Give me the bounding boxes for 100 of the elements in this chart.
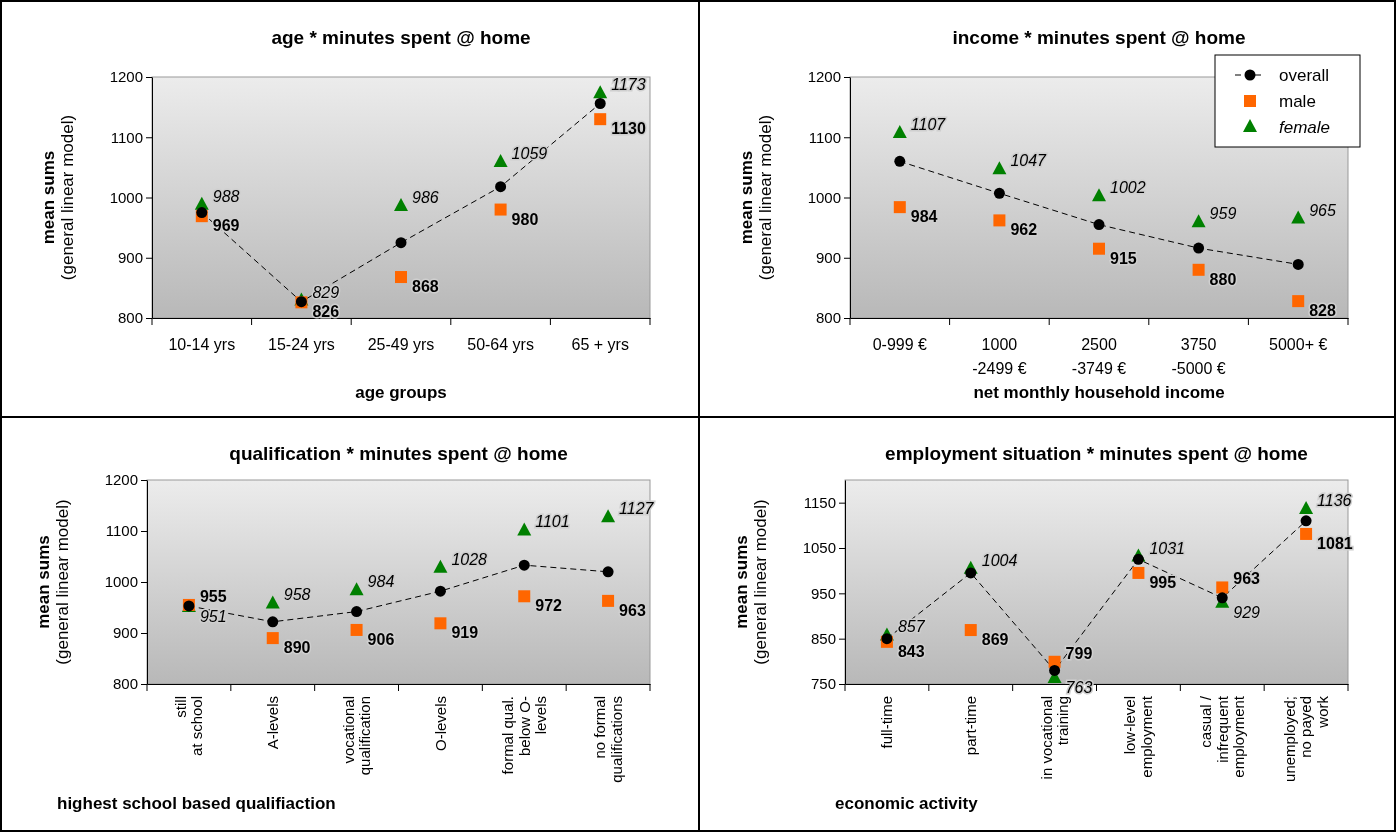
point bbox=[993, 214, 1006, 227]
point bbox=[1093, 242, 1105, 255]
legend-label: male bbox=[1279, 92, 1316, 111]
y-tick-label: 1100 bbox=[110, 128, 143, 146]
y-tick-label: 1100 bbox=[808, 128, 841, 146]
x-tick-label: formal qual. below O- levels bbox=[499, 696, 549, 775]
y-tick-label: 1100 bbox=[105, 522, 138, 540]
data-label: 857 bbox=[897, 618, 926, 636]
x-axis-title: age groups bbox=[355, 383, 447, 402]
y-tick-label: 800 bbox=[112, 675, 138, 693]
data-label: 906 bbox=[367, 630, 395, 648]
point bbox=[518, 559, 530, 571]
data-label: 951 bbox=[199, 607, 227, 625]
point bbox=[1092, 188, 1106, 202]
x-tick-label: 0-999 € bbox=[872, 336, 928, 353]
chart-title: qualification * minutes spent @ home bbox=[229, 443, 568, 464]
legend-label: overall bbox=[1279, 66, 1330, 85]
point bbox=[433, 559, 448, 573]
chart-title: age * minutes spent @ home bbox=[271, 27, 531, 48]
x-tick-label: part-time bbox=[962, 696, 979, 756]
y-axis-title: mean sums bbox=[731, 535, 751, 629]
point bbox=[434, 617, 447, 630]
y-axis-title: mean sums bbox=[38, 150, 58, 245]
chart-title: income * minutes spent @ home bbox=[952, 27, 1246, 48]
point bbox=[893, 201, 906, 214]
x-tick-label: A-levels bbox=[264, 696, 281, 750]
point bbox=[518, 590, 531, 603]
point bbox=[267, 616, 279, 628]
point bbox=[894, 155, 906, 167]
text: (general linear model) bbox=[58, 114, 78, 281]
point bbox=[495, 181, 507, 193]
point bbox=[602, 594, 615, 607]
point bbox=[594, 113, 607, 126]
data-label: 962 bbox=[1010, 221, 1038, 239]
x-tick-label: 15-24 yrs bbox=[268, 336, 335, 353]
point bbox=[1291, 210, 1306, 224]
data-label: 799 bbox=[1065, 644, 1093, 662]
data-label: 1081 bbox=[1317, 534, 1353, 552]
y-tick-label: 1000 bbox=[807, 188, 841, 206]
point bbox=[1292, 295, 1305, 308]
y-tick-label: 1000 bbox=[104, 573, 138, 591]
legend-label: female bbox=[1279, 118, 1331, 137]
x-axis-title: highest school based qualifiaction bbox=[57, 794, 336, 813]
data-label: 1101 bbox=[535, 513, 570, 531]
point bbox=[602, 566, 614, 578]
x-tick-label: unemployed; no payed work bbox=[1280, 695, 1331, 782]
point bbox=[593, 85, 608, 99]
point bbox=[1193, 242, 1205, 254]
point bbox=[992, 161, 1007, 175]
data-label: 988 bbox=[212, 187, 240, 205]
x-tick-label: 65 + yrs bbox=[571, 336, 629, 353]
data-label: 984 bbox=[910, 208, 938, 226]
point bbox=[1191, 214, 1206, 228]
point bbox=[1132, 566, 1145, 579]
y-tick-label: 750 bbox=[810, 675, 836, 693]
y-tick-label: 1200 bbox=[104, 471, 138, 489]
data-label: 984 bbox=[367, 573, 395, 591]
data-label: 828 bbox=[1309, 302, 1336, 320]
point bbox=[1299, 501, 1314, 515]
point bbox=[993, 187, 1005, 199]
data-label: 955 bbox=[199, 587, 227, 605]
y-tick-label: 1200 bbox=[807, 68, 841, 86]
data-label: 829 bbox=[312, 283, 340, 301]
data-label: 963 bbox=[1233, 570, 1261, 588]
data-label: 929 bbox=[1233, 603, 1261, 621]
x-tick-label: still at school bbox=[171, 696, 206, 757]
y-tick-label: 900 bbox=[112, 624, 138, 642]
data-label: 880 bbox=[1209, 270, 1237, 288]
x-tick-label: in vocational training bbox=[1037, 696, 1072, 780]
point bbox=[196, 207, 208, 219]
point bbox=[1093, 219, 1105, 231]
y-tick-label: 1050 bbox=[802, 539, 836, 557]
x-tick-label: 10-14 yrs bbox=[168, 336, 236, 353]
data-label: 969 bbox=[212, 217, 240, 235]
x-tick-label: 3750 -5000 € bbox=[1171, 336, 1226, 377]
data-label: 868 bbox=[412, 278, 439, 296]
x-tick-label: O-levels bbox=[431, 696, 449, 752]
y-tick-label: 1150 bbox=[803, 493, 836, 511]
y-tick-label: 800 bbox=[815, 309, 841, 327]
data-label: 1173 bbox=[611, 76, 646, 94]
data-label: 959 bbox=[1209, 205, 1237, 223]
x-tick-label: 2500 -3749 € bbox=[1071, 336, 1127, 377]
data-label: 1059 bbox=[511, 144, 548, 162]
data-label: 995 bbox=[1149, 573, 1177, 591]
y-axis-title: mean sums bbox=[33, 535, 53, 629]
x-tick-label: 25-49 yrs bbox=[367, 336, 435, 353]
point bbox=[434, 585, 446, 597]
data-label: 826 bbox=[312, 303, 340, 321]
y-tick-label: 1000 bbox=[109, 188, 143, 206]
text: (general linear model) bbox=[751, 499, 771, 665]
x-axis-title: economic activity bbox=[835, 794, 979, 813]
point bbox=[1292, 258, 1304, 270]
text: (general linear model) bbox=[53, 499, 73, 665]
y-axis-title: mean sums bbox=[736, 150, 756, 245]
x-tick-label: 5000+ € bbox=[1269, 336, 1328, 353]
point bbox=[1049, 664, 1061, 676]
point bbox=[394, 197, 408, 211]
data-label: 972 bbox=[535, 597, 563, 615]
data-label: 1004 bbox=[981, 551, 1018, 569]
x-tick-label: 1000 -2499 € bbox=[972, 336, 1027, 377]
